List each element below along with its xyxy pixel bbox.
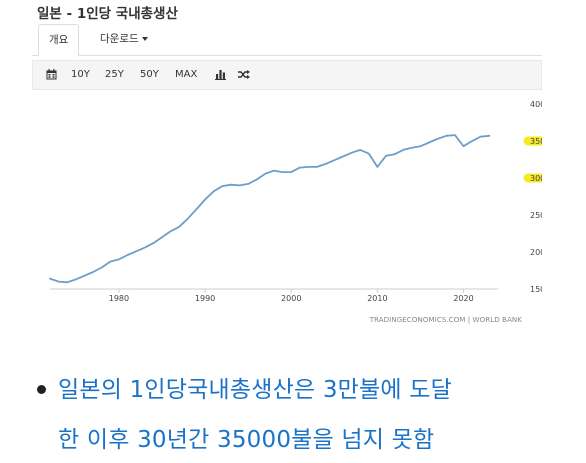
page-title: 일본 - 1인당 국내총생산: [37, 6, 178, 22]
x-axis: 1980 1990 2000 2010 2020: [109, 289, 474, 303]
x-tick-label: 2020: [453, 294, 473, 303]
y-axis: 15000 20000 25000 30000 35000 40000: [530, 100, 542, 294]
calendar-icon[interactable]: [46, 61, 57, 89]
y-tick-label: 20000: [530, 248, 542, 257]
note: 일본의 1인당국내총생산은 3만불에 도달 한 이후 30년간 35000불을 …: [0, 360, 586, 463]
range-50y-button[interactable]: 50Y: [140, 69, 159, 80]
range-10y-button[interactable]: 10Y: [71, 69, 90, 80]
tab-overview[interactable]: 개요: [38, 24, 80, 57]
y-tick-label: 30000: [530, 174, 542, 183]
bar-chart-icon[interactable]: [215, 61, 226, 89]
bullet-icon: [37, 385, 46, 394]
tab-bar: 개요 다운로드: [32, 24, 542, 57]
x-tick-label: 1980: [109, 294, 129, 303]
chart-card: 일본 - 1인당 국내총생산 개요 다운로드 10Y 25Y 50Y MAX: [32, 0, 542, 340]
tab-download[interactable]: 다운로드: [90, 24, 158, 56]
note-line-1: 일본의 1인당국내총생산은 3만불에 도달: [58, 377, 452, 403]
range-25y-button[interactable]: 25Y: [105, 69, 124, 80]
source-label: TRADINGECONOMICS.COM | WORLD BANK: [369, 315, 523, 324]
chevron-down-icon: [141, 37, 148, 41]
y-tick-label: 25000: [530, 211, 542, 220]
shuffle-icon[interactable]: [238, 61, 250, 89]
chart-toolbar: 10Y 25Y 50Y MAX: [32, 60, 542, 90]
tab-download-label: 다운로드: [100, 33, 139, 45]
tick-highlights: [523, 136, 542, 183]
y-tick-label: 40000: [530, 100, 542, 109]
x-tick-label: 2000: [281, 294, 301, 303]
range-max-button[interactable]: MAX: [175, 69, 198, 80]
x-tick-label: 2010: [367, 294, 387, 303]
y-tick-label: 35000: [530, 137, 542, 146]
series-line: [49, 134, 491, 284]
y-tick-label: 15000: [530, 285, 542, 294]
x-tick-label: 1990: [195, 294, 215, 303]
note-line-2: 한 이후 30년간 35000불을 넘지 못함: [58, 427, 435, 453]
tab-overview-label: 개요: [49, 34, 69, 46]
line-chart: 15000 20000 25000 30000 35000 40000 1980 1990 2…: [49, 100, 542, 324]
